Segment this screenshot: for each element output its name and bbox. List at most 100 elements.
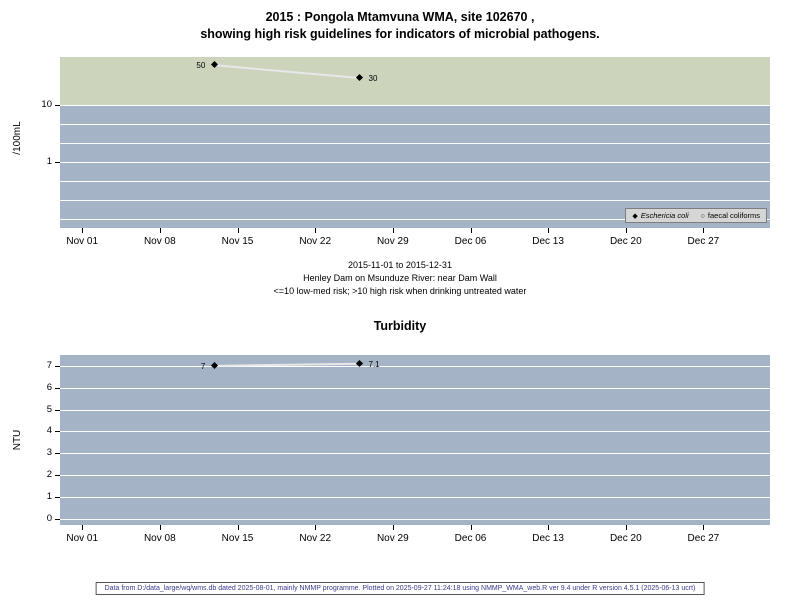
gridline — [60, 143, 770, 145]
y-tick-mark — [55, 518, 60, 520]
legend: ◆ Eschericia coli ○ faecal coliforms — [625, 208, 767, 223]
main-title-line2: showing high risk guidelines for indicat… — [200, 27, 600, 41]
x-tick-label: Nov 15 — [221, 236, 254, 247]
x-tick-mark — [392, 228, 394, 233]
footer-provenance: Data from D:/data_large/wq/wms.db dated … — [95, 582, 705, 595]
y-tick-label: 4 — [46, 425, 52, 437]
gridline — [60, 219, 770, 221]
y-tick-label: 2 — [46, 468, 52, 480]
y-tick-label: 6 — [46, 381, 52, 393]
gridline — [60, 474, 770, 476]
gridline — [60, 162, 770, 164]
main-title-line1: 2015 : Pongola Mtamvuna WMA, site 102670… — [265, 10, 535, 24]
x-tick-mark — [159, 525, 161, 530]
microbial-pathogens-plot: 1 10 Nov 01 Nov 08 Nov 15 Nov 22 Nov 29 Dec 06 D… — [41, 57, 770, 247]
x-tick-mark — [315, 228, 317, 233]
legend-item: ◆ Eschericia coli — [632, 211, 688, 220]
y-tick-mark — [55, 387, 60, 389]
x-tick-mark — [470, 228, 472, 233]
x-tick-label: Dec 20 — [609, 236, 642, 247]
y-tick-label: 1 — [46, 156, 52, 168]
gridline — [60, 124, 770, 126]
gridline — [60, 496, 770, 498]
y-tick-mark — [55, 474, 60, 476]
turbidity-plot: 0 1 2 3 4 5 6 7 Nov 01 Nov 08 Nov 15 Nov 22 Nov 29 De… — [47, 355, 770, 544]
gridline — [60, 365, 770, 367]
data-point-label: 30 — [368, 74, 378, 83]
y-tick-mark — [55, 496, 60, 498]
x-tick-mark — [392, 525, 394, 530]
gridline — [60, 431, 770, 433]
y-tick-label: 7 — [46, 359, 52, 371]
turbidity-title: Turbidity — [373, 319, 427, 333]
x-tick-label: Dec 06 — [454, 533, 487, 544]
data-point-label: 7 — [200, 361, 206, 371]
y-tick-mark — [55, 453, 60, 455]
x-tick-mark — [625, 228, 627, 233]
y-tick-mark — [55, 431, 60, 433]
gridline — [60, 409, 770, 411]
legend-item: ○ faecal coliforms — [701, 211, 760, 220]
caption-risk-guideline: <=10 low-med risk; >10 high risk when dr… — [273, 286, 527, 296]
x-tick-label: Dec 20 — [609, 533, 642, 544]
y-tick-label: 10 — [41, 99, 52, 111]
gridline — [60, 200, 770, 202]
gridline — [60, 518, 770, 520]
gridline — [60, 105, 770, 107]
high-risk-band — [60, 57, 770, 106]
x-tick-label: Nov 08 — [143, 533, 176, 544]
x-tick-mark — [548, 525, 550, 530]
x-tick-label: Nov 22 — [299, 533, 332, 544]
y-tick-label: 1 — [46, 490, 52, 502]
gridline — [60, 387, 770, 389]
y-tick-mark — [55, 409, 60, 411]
x-tick-label: Dec 27 — [687, 236, 720, 247]
data-point-label: 50 — [196, 61, 206, 71]
x-tick-label: Dec 13 — [532, 533, 564, 544]
caption-block: 2015-11-01 to 2015-12-31 Henley Dam on M… — [0, 259, 800, 298]
gridline — [60, 453, 770, 455]
x-tick-mark — [237, 525, 239, 530]
trend-line — [215, 64, 360, 79]
caption-date-range: 2015-11-01 to 2015-12-31 — [348, 260, 452, 270]
y-tick-label: 3 — [46, 447, 52, 459]
y-tick-mark — [55, 162, 60, 164]
data-point-label: 7.1 — [368, 359, 380, 369]
x-tick-label: Dec 13 — [532, 236, 564, 247]
trend-line — [215, 362, 360, 367]
trend-line-layer — [215, 362, 360, 367]
caption-site-name: Henley Dam on Msunduze River: near Dam W… — [303, 273, 497, 283]
x-tick-label: Nov 01 — [66, 533, 99, 544]
y-tick-mark — [55, 105, 60, 107]
filled-diamond-icon: ◆ — [632, 213, 638, 220]
y-tick-label: 0 — [46, 512, 52, 524]
x-tick-label: Nov 29 — [376, 236, 409, 247]
trend-line-layer — [215, 64, 360, 79]
x-tick-mark — [159, 228, 161, 233]
main-title: 2015 : Pongola Mtamvuna WMA, site 102670… — [0, 9, 800, 43]
x-tick-label: Nov 15 — [221, 533, 254, 544]
x-tick-label: Nov 08 — [143, 236, 176, 247]
x-tick-label: Nov 29 — [376, 533, 409, 544]
x-tick-mark — [470, 525, 472, 530]
x-tick-mark — [82, 525, 84, 530]
legend-label: Eschericia coli — [640, 211, 689, 220]
y-tick-label: 5 — [46, 403, 52, 415]
x-tick-mark — [315, 525, 317, 530]
x-tick-mark — [703, 228, 705, 233]
x-tick-mark — [548, 228, 550, 233]
x-tick-mark — [625, 525, 627, 530]
legend-label: faecal coliforms — [707, 211, 760, 220]
x-tick-label: Nov 01 — [66, 236, 99, 247]
x-tick-label: Dec 06 — [454, 236, 487, 247]
x-tick-label: Nov 22 — [299, 236, 332, 247]
x-tick-mark — [237, 228, 239, 233]
gridline — [60, 181, 770, 183]
y-axis-label-turbidity: NTU — [12, 429, 23, 451]
x-tick-mark — [82, 228, 84, 233]
x-tick-mark — [703, 525, 705, 530]
x-tick-label: Dec 27 — [687, 533, 720, 544]
y-axis-label-microbial: /100mL — [12, 121, 23, 155]
open-circle-icon: ○ — [700, 213, 705, 220]
